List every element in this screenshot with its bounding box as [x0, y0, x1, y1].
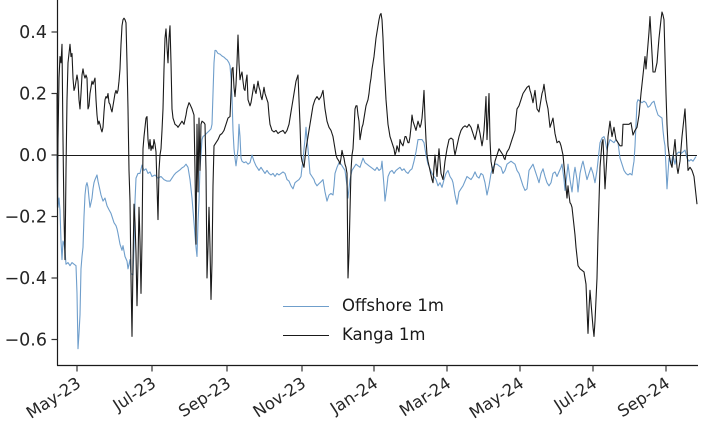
x-tick-label: May-23 — [23, 373, 84, 422]
kanga-line-swatch — [283, 334, 329, 336]
x-tick-label: Jul-24 — [550, 373, 600, 415]
legend-item-offshore-1m: Offshore 1m — [283, 295, 444, 317]
y-tick-label: 0.2 — [19, 85, 47, 105]
series-line-offshore-1m — [56, 49, 697, 350]
series-line-kanga-1m — [56, 11, 698, 337]
y-tick-label: −0.2 — [5, 208, 48, 228]
y-tick-label: 0.0 — [19, 146, 47, 166]
y-tick-label: −0.4 — [5, 269, 48, 289]
x-tick-label: May-24 — [466, 373, 527, 422]
legend-label-offshore: Offshore 1m — [342, 295, 444, 315]
x-tick-label: Sep-23 — [175, 373, 234, 421]
x-tick-label: Nov-23 — [250, 373, 310, 421]
legend-item-kanga-1m: Kanga 1m — [283, 324, 444, 346]
y-tick-label: 0.4 — [19, 23, 47, 43]
x-tick-label: Mar-24 — [396, 373, 454, 420]
legend: Offshore 1m Kanga 1m — [283, 295, 444, 346]
x-tick-label: Jul-23 — [109, 373, 159, 415]
x-tick-label: Jan-24 — [326, 373, 381, 418]
x-tick-label: Sep-24 — [614, 373, 673, 421]
y-tick-label: −0.6 — [5, 331, 48, 351]
offshore-line-swatch — [283, 305, 329, 307]
legend-label-kanga: Kanga 1m — [342, 324, 426, 344]
